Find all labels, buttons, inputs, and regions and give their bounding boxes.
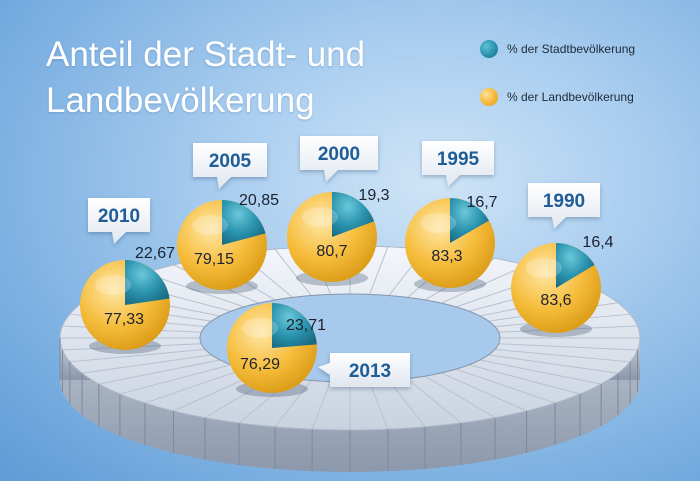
ring-segment-line xyxy=(441,372,527,412)
pie-highlight xyxy=(192,215,228,235)
year-bubble xyxy=(88,198,150,244)
data-label-land-2013: 76,29 xyxy=(240,356,280,373)
pie-2010: 22,67 77,33 2010 xyxy=(80,198,175,354)
year-label-1995: 1995 xyxy=(437,149,480,170)
year-label-2010: 2010 xyxy=(98,206,140,227)
data-label-stadt-1995: 16,7 xyxy=(466,194,497,211)
ring-segment-line xyxy=(369,381,389,430)
pie-2005: 20,85 79,15 2005 xyxy=(177,143,279,294)
slice-stadt-2013 xyxy=(272,303,317,348)
ring-segment-line xyxy=(311,381,331,430)
pie-highlight xyxy=(95,275,131,295)
slice-stadt-2005 xyxy=(222,200,266,245)
data-label-land-2000: 80,7 xyxy=(316,243,347,260)
pie-1990: 16,4 83,6 1990 xyxy=(511,183,614,337)
ring-segment-line xyxy=(424,375,496,419)
ring-segment-line xyxy=(82,354,212,374)
year-bubble xyxy=(300,136,378,182)
ring-segment-line xyxy=(407,378,462,424)
ring-segment-line xyxy=(468,364,581,395)
data-label-stadt-1990: 16,4 xyxy=(582,234,613,251)
data-label-land-2005: 79,15 xyxy=(194,251,234,268)
ring-segment-line xyxy=(274,380,312,428)
ring-segment-line xyxy=(441,264,527,304)
year-label-2000: 2000 xyxy=(318,144,360,165)
legend-swatch-stadt xyxy=(480,40,498,58)
slice-stadt-2010 xyxy=(125,260,170,305)
data-label-land-2010: 77,33 xyxy=(104,311,144,328)
pie-highlight xyxy=(242,318,278,338)
ring-segment-line xyxy=(274,248,312,296)
data-label-stadt-2013: 23,71 xyxy=(286,317,326,334)
year-bubble xyxy=(318,353,410,387)
pie-1995: 16,7 83,3 1995 xyxy=(405,141,498,292)
ring-platform xyxy=(59,245,641,472)
year-bubble xyxy=(528,183,600,229)
pie-2013: 23,71 76,29 2013 xyxy=(227,303,410,397)
slice-stadt-1995 xyxy=(450,198,490,243)
year-label-2013: 2013 xyxy=(349,361,391,382)
data-label-stadt-2000: 19,3 xyxy=(358,187,389,204)
year-label-2005: 2005 xyxy=(209,151,252,172)
ring-segment-line xyxy=(498,343,638,351)
ring-segment-line xyxy=(494,348,631,363)
slice-stadt-2000 xyxy=(332,192,375,237)
pie-group: 22,67 77,33 2010 20,85 79,15 2005 19,3 80,7 2000… xyxy=(80,136,614,397)
pie-2000: 19,3 80,7 2000 xyxy=(287,136,390,286)
pie-highlight xyxy=(302,207,338,227)
data-label-land-1995: 83,3 xyxy=(431,248,462,265)
ring-segment-line xyxy=(119,364,232,395)
slice-stadt-1990 xyxy=(556,242,595,288)
data-label-stadt-2005: 20,85 xyxy=(239,192,279,209)
ring-segment-line xyxy=(388,380,426,428)
ring-segment-line xyxy=(479,359,602,385)
year-label-1990: 1990 xyxy=(543,191,585,212)
data-label-stadt-2010: 22,67 xyxy=(135,245,175,262)
ring-segment-line xyxy=(98,359,221,385)
ring-segment-line xyxy=(369,246,389,295)
chart-title: Anteil der Stadt- und Landbevölkerung xyxy=(46,35,366,120)
ring-segment-line xyxy=(144,368,245,404)
pie-highlight xyxy=(420,213,456,233)
data-label-land-1990: 83,6 xyxy=(540,292,571,309)
legend-swatch-land xyxy=(480,88,498,106)
ring-segment-line xyxy=(455,368,556,404)
year-bubble xyxy=(422,141,494,187)
legend-label-stadt: % der Stadtbevölkerung xyxy=(507,42,636,56)
ring-segment-line xyxy=(69,348,206,363)
year-bubble xyxy=(193,143,267,189)
ring-segment-line xyxy=(488,354,618,374)
pie-highlight xyxy=(526,258,562,278)
legend-label-land: % der Landbevölkerung xyxy=(507,90,634,104)
